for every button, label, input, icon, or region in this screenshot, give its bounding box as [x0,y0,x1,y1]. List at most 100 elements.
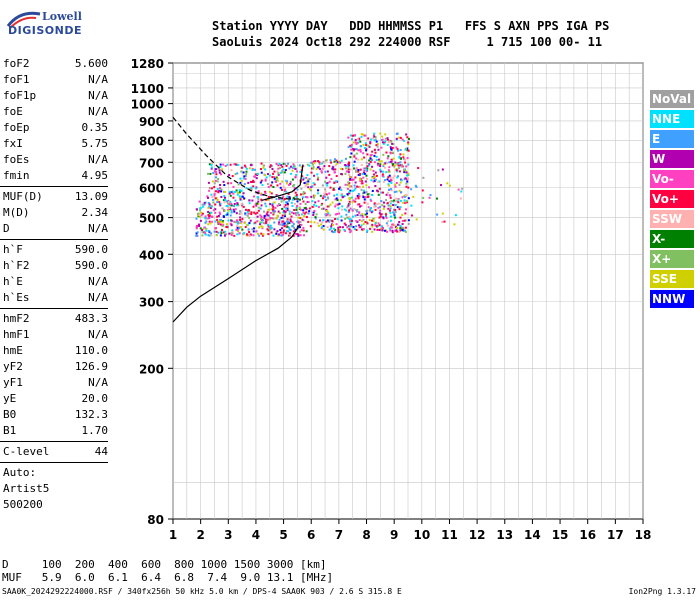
data-point [219,213,222,216]
data-point [288,167,291,170]
param-row: foE N/A [0,104,112,120]
data-point [359,140,362,143]
data-point [377,222,380,225]
data-point [197,223,200,226]
data-point [241,217,244,220]
data-point [344,223,347,226]
data-point [298,213,301,216]
data-point [230,209,233,212]
data-point [386,162,389,165]
data-point [396,227,399,230]
data-point [277,210,280,213]
data-point [338,202,341,205]
data-point [234,208,237,211]
data-point [283,206,286,209]
data-point [236,202,239,205]
data-point [216,215,219,218]
data-point [394,208,397,211]
data-point [315,205,318,208]
data-point [376,225,379,228]
data-point [379,170,382,173]
param-row: h`Es N/A [0,290,112,306]
param-key: foEs [3,153,30,166]
data-point [331,223,334,226]
data-point [244,177,247,180]
param-row: yF1 N/A [0,375,112,391]
param-row: foF2 5.600 [0,56,112,72]
data-point [220,173,223,176]
data-point [319,219,322,222]
data-point [325,209,328,212]
data-point [285,190,288,193]
data-point [392,157,395,160]
data-point [219,202,222,205]
data-point [369,208,372,211]
data-point [282,233,285,236]
param-key: foEp [3,121,30,134]
data-point [230,224,233,227]
data-point [383,141,386,144]
data-point [362,218,365,221]
data-point [370,199,373,202]
y-tick-label: 300 [139,296,164,310]
data-point [352,199,355,202]
data-point [270,192,273,195]
data-point [260,200,263,203]
data-point [346,193,349,196]
data-point [232,192,235,195]
data-point [267,195,270,198]
data-point [289,172,292,175]
curve-profile [172,223,301,323]
data-point [393,212,396,215]
data-point [279,167,282,170]
data-point [349,134,352,137]
x-tick-label: 8 [362,528,370,542]
data-point [307,186,310,189]
data-point [392,211,395,214]
data-point [347,167,350,170]
y-tick-label: 1000 [131,98,164,112]
param-key: C-level [3,445,50,458]
data-point [238,226,241,229]
data-point [245,172,248,175]
data-point [281,170,284,173]
data-point [356,141,359,144]
data-point [285,201,288,204]
data-point [353,167,356,170]
data-point [300,217,303,220]
data-point [287,220,290,223]
data-point [226,226,229,229]
data-point [357,149,360,152]
data-point [272,234,275,237]
data-point [457,188,460,191]
data-point [283,225,286,228]
data-point [300,165,303,168]
data-point [262,222,265,225]
data-point [384,137,387,140]
data-point [251,228,254,231]
data-point [359,178,362,181]
data-point [359,148,362,151]
data-point [298,164,301,167]
data-point [242,177,245,180]
data-point [349,156,352,159]
data-point [278,218,281,221]
data-point [360,135,363,138]
data-point [378,212,381,215]
param-value: N/A [88,376,108,389]
data-point [261,184,264,187]
data-point [336,218,339,221]
data-point [219,218,222,221]
data-point [208,205,211,208]
data-point [304,203,307,206]
data-point [283,210,286,213]
data-point [266,211,269,214]
data-point [286,225,289,228]
data-point [369,141,372,144]
data-point [401,223,404,226]
data-point [320,207,323,210]
data-point [403,195,406,198]
data-point [454,214,457,217]
data-point [234,221,237,224]
data-point [291,205,294,208]
